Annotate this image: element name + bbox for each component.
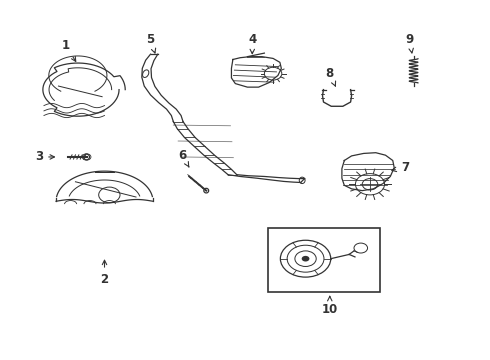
Text: 5: 5 — [147, 33, 156, 53]
Text: 8: 8 — [326, 67, 336, 86]
Bar — [268, 228, 380, 292]
Text: 9: 9 — [406, 33, 414, 53]
Text: 1: 1 — [62, 39, 76, 62]
Text: 7: 7 — [392, 161, 409, 174]
Text: 3: 3 — [35, 150, 54, 163]
Text: 6: 6 — [178, 149, 189, 167]
Circle shape — [302, 256, 309, 261]
Text: 4: 4 — [248, 33, 256, 54]
Text: 2: 2 — [100, 260, 109, 286]
Text: 10: 10 — [321, 296, 338, 316]
